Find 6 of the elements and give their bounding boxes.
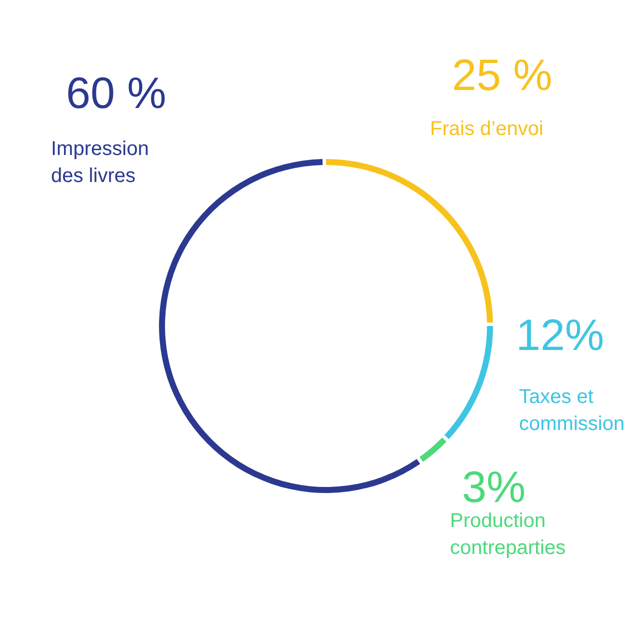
slice-label: Frais d’envoi: [430, 117, 544, 142]
data-label: 25 %: [452, 50, 552, 102]
slice-label: Impression des livres: [51, 137, 150, 189]
slice-label: Taxes et commission: [519, 385, 626, 437]
data-label: 12%: [516, 310, 604, 362]
data-label: 60 %: [66, 68, 166, 120]
